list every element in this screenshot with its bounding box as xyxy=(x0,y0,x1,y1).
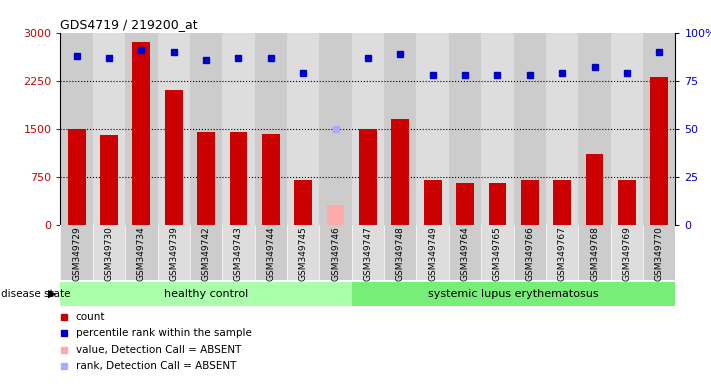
FancyBboxPatch shape xyxy=(352,282,675,306)
FancyBboxPatch shape xyxy=(125,225,158,280)
Text: GDS4719 / 219200_at: GDS4719 / 219200_at xyxy=(60,18,198,31)
Bar xyxy=(294,180,312,225)
FancyBboxPatch shape xyxy=(287,225,319,280)
FancyBboxPatch shape xyxy=(546,225,578,280)
FancyBboxPatch shape xyxy=(611,225,643,280)
Bar xyxy=(449,33,481,225)
Text: rank, Detection Call = ABSENT: rank, Detection Call = ABSENT xyxy=(76,361,236,371)
Bar xyxy=(287,33,319,225)
Text: GSM349767: GSM349767 xyxy=(557,226,567,281)
Bar xyxy=(553,180,571,225)
FancyBboxPatch shape xyxy=(60,282,352,306)
Text: ▶: ▶ xyxy=(48,289,57,299)
Text: GSM349730: GSM349730 xyxy=(105,226,114,281)
FancyBboxPatch shape xyxy=(190,225,223,280)
Bar xyxy=(93,33,125,225)
FancyBboxPatch shape xyxy=(513,225,546,280)
Text: GSM349739: GSM349739 xyxy=(169,226,178,281)
Text: GSM349770: GSM349770 xyxy=(655,226,664,281)
Text: percentile rank within the sample: percentile rank within the sample xyxy=(76,328,252,338)
Bar xyxy=(578,33,611,225)
Bar xyxy=(611,33,643,225)
Text: GSM349742: GSM349742 xyxy=(202,226,210,281)
Bar xyxy=(488,183,506,225)
Bar xyxy=(326,205,344,225)
FancyBboxPatch shape xyxy=(255,225,287,280)
Bar xyxy=(424,180,442,225)
FancyBboxPatch shape xyxy=(319,225,352,280)
Text: GSM349769: GSM349769 xyxy=(622,226,631,281)
Bar xyxy=(125,33,158,225)
Text: healthy control: healthy control xyxy=(164,289,248,299)
Bar xyxy=(190,33,223,225)
FancyBboxPatch shape xyxy=(352,225,384,280)
Bar xyxy=(384,33,417,225)
Bar xyxy=(456,183,474,225)
Bar xyxy=(513,33,546,225)
Text: systemic lupus erythematosus: systemic lupus erythematosus xyxy=(428,289,599,299)
Text: GSM349765: GSM349765 xyxy=(493,226,502,281)
Bar xyxy=(132,42,150,225)
FancyBboxPatch shape xyxy=(449,225,481,280)
Bar xyxy=(651,78,668,225)
Text: GSM349749: GSM349749 xyxy=(428,226,437,281)
Text: GSM349745: GSM349745 xyxy=(299,226,308,281)
Text: GSM349734: GSM349734 xyxy=(137,226,146,281)
Bar xyxy=(158,33,190,225)
FancyBboxPatch shape xyxy=(643,225,675,280)
FancyBboxPatch shape xyxy=(578,225,611,280)
Bar xyxy=(586,154,604,225)
FancyBboxPatch shape xyxy=(417,225,449,280)
Bar xyxy=(255,33,287,225)
Text: GSM349746: GSM349746 xyxy=(331,226,340,281)
Text: disease state: disease state xyxy=(1,289,70,299)
Bar xyxy=(262,134,279,225)
Text: GSM349768: GSM349768 xyxy=(590,226,599,281)
Bar xyxy=(165,90,183,225)
Bar xyxy=(230,132,247,225)
Text: GSM349766: GSM349766 xyxy=(525,226,534,281)
Text: count: count xyxy=(76,312,105,322)
Text: value, Detection Call = ABSENT: value, Detection Call = ABSENT xyxy=(76,344,241,355)
FancyBboxPatch shape xyxy=(60,225,93,280)
Text: GSM349743: GSM349743 xyxy=(234,226,243,281)
Bar xyxy=(417,33,449,225)
Bar xyxy=(359,129,377,225)
FancyBboxPatch shape xyxy=(481,225,513,280)
Text: GSM349747: GSM349747 xyxy=(363,226,373,281)
Bar xyxy=(223,33,255,225)
Bar xyxy=(643,33,675,225)
Bar xyxy=(60,33,93,225)
Bar xyxy=(546,33,578,225)
Bar xyxy=(392,119,410,225)
Bar xyxy=(319,33,352,225)
FancyBboxPatch shape xyxy=(223,225,255,280)
Bar xyxy=(481,33,513,225)
FancyBboxPatch shape xyxy=(384,225,417,280)
FancyBboxPatch shape xyxy=(93,225,125,280)
Bar xyxy=(100,135,118,225)
Text: GSM349744: GSM349744 xyxy=(267,226,275,281)
Bar xyxy=(68,129,85,225)
Bar xyxy=(197,132,215,225)
Bar xyxy=(618,180,636,225)
Text: GSM349748: GSM349748 xyxy=(396,226,405,281)
Bar xyxy=(521,180,539,225)
FancyBboxPatch shape xyxy=(158,225,190,280)
Text: GSM349764: GSM349764 xyxy=(461,226,469,281)
Text: GSM349729: GSM349729 xyxy=(72,226,81,281)
Bar xyxy=(352,33,384,225)
